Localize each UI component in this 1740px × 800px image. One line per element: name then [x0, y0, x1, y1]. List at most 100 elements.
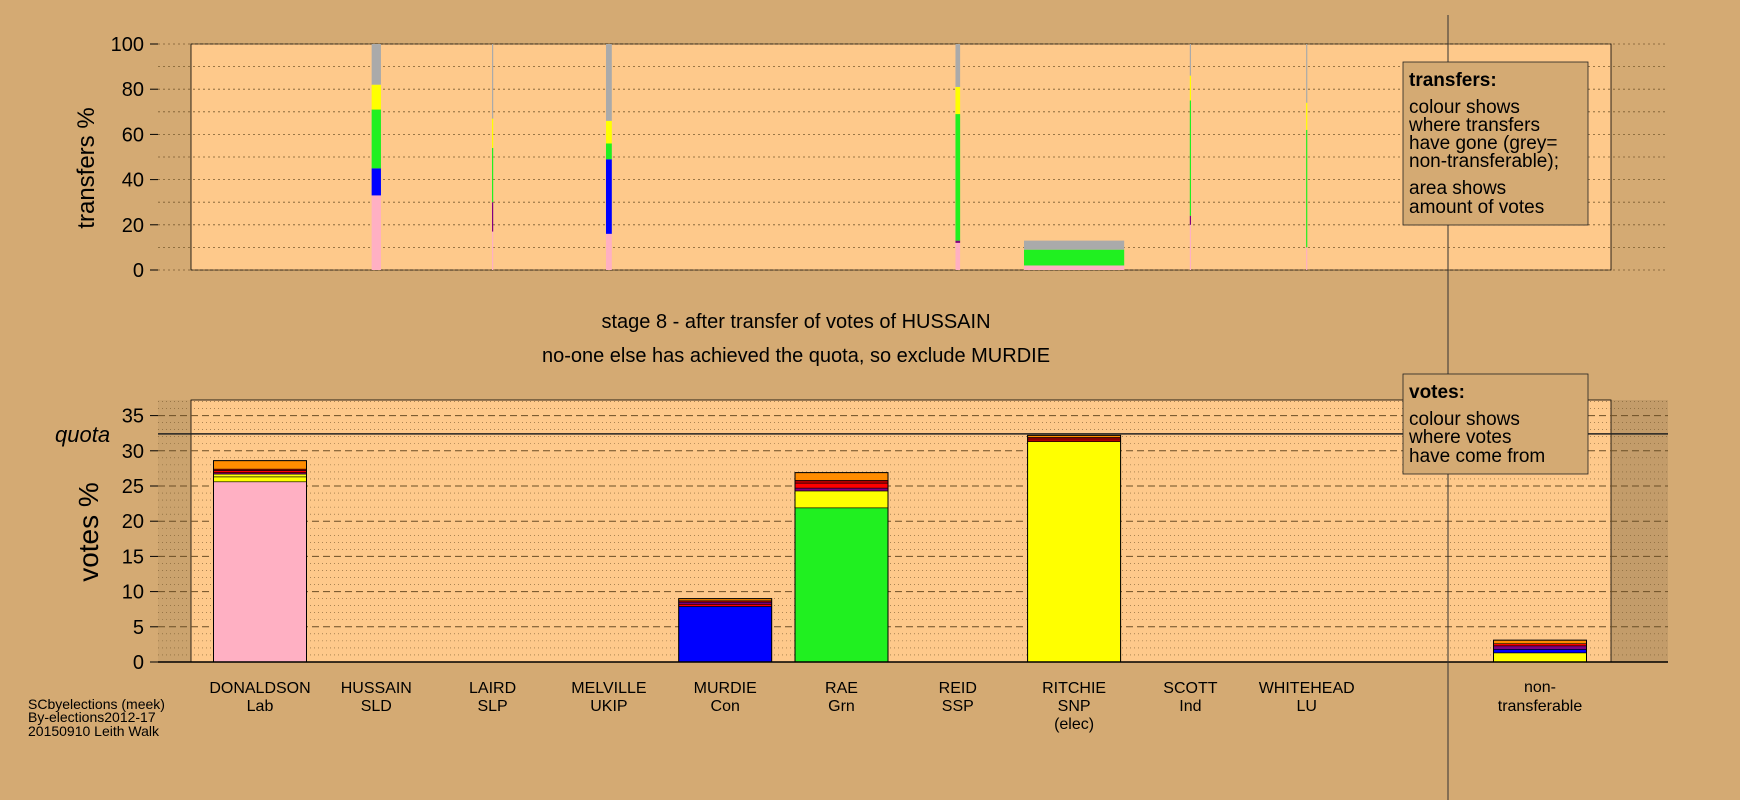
vote-segment — [213, 481, 307, 663]
vote-segment — [213, 473, 307, 478]
transfer-segment — [371, 44, 381, 85]
votes-y-tick-label: 5 — [133, 617, 144, 639]
axes: 0 20 40 60 80 100 0 5 10 15 20 25 30 35 — [111, 34, 1668, 674]
vote-segment — [794, 490, 889, 509]
vote-segment — [1027, 438, 1121, 442]
transfer-segment — [371, 84, 381, 110]
transfers-legend-line: non-transferable); — [1409, 151, 1559, 172]
stage-action: no-one else has achieved the quota, so e… — [542, 345, 1050, 367]
votes-y-tick-label: 0 — [133, 652, 144, 674]
footer-line-1: SCbyelections (meek) — [28, 696, 165, 712]
candidate-name-label: REID — [939, 680, 977, 697]
transfer-segment — [492, 147, 494, 203]
votes-legend-title: votes: — [1409, 382, 1465, 403]
transfer-segment — [1189, 75, 1191, 101]
candidate-name-label: DONALDSON — [209, 680, 310, 697]
transfer-segment — [1024, 249, 1125, 266]
candidate-name-label: WHITEHEAD — [1259, 680, 1355, 697]
candidate-name-label: RAE — [825, 680, 858, 697]
transfers-legend-line: have gone (grey= — [1409, 133, 1557, 154]
transfers-legend-line: amount of votes — [1409, 197, 1544, 218]
transfer-segment — [955, 44, 961, 87]
vote-segment — [1493, 639, 1587, 644]
votes-y-axis-label: votes % — [73, 482, 104, 582]
stage-title: stage 8 - after transfer of votes of HUS… — [601, 311, 990, 333]
vote-segment — [794, 480, 889, 484]
vote-segment — [1493, 645, 1587, 650]
candidate-name-label: MELVILLE — [571, 680, 646, 697]
vote-segment — [794, 487, 889, 492]
candidate-party-label: SSP — [942, 698, 974, 715]
candidate-name-label: MURDIE — [694, 680, 757, 697]
candidate-party-label: UKIP — [590, 698, 627, 715]
transfer-segment — [955, 242, 961, 270]
vote-segment — [1493, 643, 1587, 647]
transfers-legend-title: transfers: — [1409, 70, 1497, 91]
candidate-labels: DONALDSON Lab HUSSAIN SLD LAIRD SLP MELV… — [209, 680, 1354, 733]
votes-legend-line: where votes — [1408, 427, 1511, 448]
transfer-segment — [492, 202, 494, 232]
vote-segment — [213, 476, 307, 483]
transfer-segment — [1189, 215, 1191, 225]
nontransferable-label-line1: non- — [1524, 679, 1556, 696]
transfers-legend-line: where transfers — [1408, 115, 1540, 136]
candidate-party-label: LU — [1296, 698, 1316, 715]
transfer-segment — [605, 120, 612, 144]
vote-segment — [1027, 441, 1121, 663]
vote-segment — [1493, 652, 1587, 663]
vote-segment — [678, 606, 773, 663]
transfer-segment — [605, 159, 612, 234]
votes-y-tick-label: 35 — [122, 406, 144, 428]
votes-y-tick-label: 30 — [122, 441, 144, 463]
candidate-note-label: (elec) — [1054, 716, 1094, 733]
vote-segment — [678, 603, 773, 607]
transfer-segment — [371, 168, 381, 196]
transfers-y-tick-label: 60 — [122, 124, 144, 146]
votes-y-tick-label: 20 — [122, 511, 144, 533]
transfer-segment — [955, 240, 961, 243]
transfers-legend: transfers: colour shows where transfers … — [1402, 61, 1589, 226]
votes-legend-line: colour shows — [1409, 409, 1520, 430]
candidate-party-label: Con — [711, 698, 740, 715]
transfer-segment — [1189, 44, 1191, 76]
votes-y-tick-label: 10 — [122, 582, 144, 604]
transfer-segment — [492, 44, 494, 119]
votes-y-tick-label: 15 — [122, 546, 144, 568]
transfer-segment — [605, 44, 612, 121]
transfer-segment — [605, 143, 612, 160]
vote-segment — [678, 601, 773, 605]
transfer-segment — [955, 86, 961, 115]
transfers-legend-line: area shows — [1409, 178, 1506, 199]
transfers-y-axis-label: transfers % — [73, 107, 100, 228]
votes-legend-line: have come from — [1409, 446, 1545, 467]
candidate-party-label: SLD — [361, 698, 392, 715]
transfer-segment — [492, 231, 494, 270]
vote-segment — [794, 507, 889, 663]
transfer-segment — [1306, 247, 1308, 270]
transfer-segment — [1024, 265, 1125, 270]
candidate-party-label: Ind — [1179, 698, 1201, 715]
quota-label: quota — [55, 422, 110, 447]
vote-segment — [794, 482, 889, 489]
transfers-y-tick-label: 100 — [111, 34, 144, 56]
transfers-legend-line: colour shows — [1409, 97, 1520, 118]
candidate-party-label: SNP — [1058, 698, 1091, 715]
footer-line-2: By-elections2012-17 — [28, 709, 156, 725]
transfers-y-tick-label: 40 — [122, 170, 144, 192]
candidate-name-label: RITCHIE — [1042, 680, 1106, 697]
votes-plot-area — [190, 399, 1612, 663]
nontransferable-label-line2: transferable — [1498, 698, 1583, 715]
transfer-segment — [955, 114, 961, 241]
candidate-name-label: HUSSAIN — [341, 680, 412, 697]
transfer-segment — [1306, 44, 1308, 103]
candidate-name-label: SCOTT — [1163, 680, 1217, 697]
transfer-segment — [1189, 100, 1191, 216]
votes-legend: votes: colour shows where votes have com… — [1402, 373, 1589, 475]
transfer-segment — [1189, 224, 1191, 270]
transfers-y-tick-label: 20 — [122, 215, 144, 237]
candidate-party-label: Lab — [247, 698, 274, 715]
transfer-segment — [371, 195, 381, 270]
footer-line-3: 20150910 Leith Walk — [28, 723, 160, 739]
transfer-bars — [371, 44, 1308, 270]
